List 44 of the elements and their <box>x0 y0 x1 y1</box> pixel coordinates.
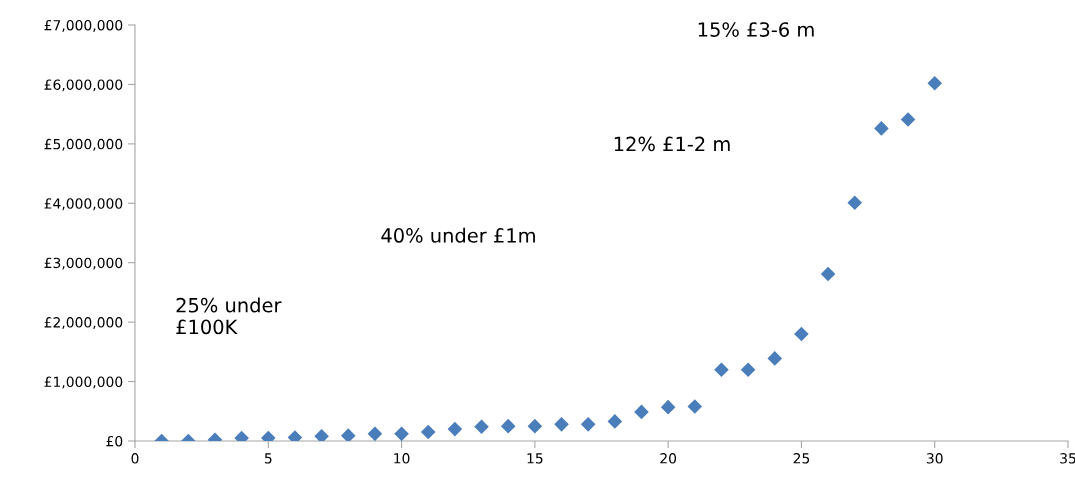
y-tick-label: £7,000,000 <box>44 19 123 32</box>
point <box>394 426 409 441</box>
point <box>874 121 889 136</box>
point <box>740 362 756 377</box>
point <box>660 399 676 415</box>
x-tick-label: 25 <box>793 453 810 464</box>
point <box>820 266 836 282</box>
point <box>607 414 623 429</box>
point <box>927 75 942 91</box>
x-tick-label: 15 <box>527 453 543 464</box>
y-tick-label: £1,000,000 <box>44 376 123 389</box>
x-tick-label: 20 <box>660 453 677 464</box>
x-tick-label: 10 <box>394 453 410 464</box>
point <box>554 417 569 432</box>
point <box>340 428 356 441</box>
point <box>714 362 729 377</box>
point <box>634 404 649 420</box>
point <box>847 195 863 210</box>
point <box>420 424 436 440</box>
x-tick-label: 30 <box>926 453 943 464</box>
y-tick-label: £4,000,000 <box>44 198 123 211</box>
point <box>367 426 383 441</box>
point <box>687 399 703 414</box>
point <box>794 326 809 342</box>
point <box>474 419 489 435</box>
point <box>767 351 783 366</box>
point <box>580 417 596 432</box>
annotation: 12% £1-2 m <box>614 136 730 152</box>
y-tick-label: £2,000,000 <box>44 317 123 330</box>
point <box>500 418 516 434</box>
point <box>314 428 329 441</box>
point <box>447 421 463 437</box>
annotation: 15% £3-6 m <box>698 22 814 37</box>
y-tick-label: £6,000,000 <box>44 79 123 92</box>
x-tick-label: 0 <box>131 453 139 464</box>
x-tick-label: 5 <box>264 453 272 464</box>
point <box>900 112 916 127</box>
point <box>527 418 543 434</box>
annotation: 40% under £1m <box>381 227 535 243</box>
annotation: 25% under £100K <box>176 297 282 335</box>
x-tick-label: 35 <box>1060 453 1075 464</box>
y-tick-label: £0 <box>106 435 123 447</box>
y-tick-label: £5,000,000 <box>44 138 123 151</box>
y-tick-label: £3,000,000 <box>44 257 123 270</box>
